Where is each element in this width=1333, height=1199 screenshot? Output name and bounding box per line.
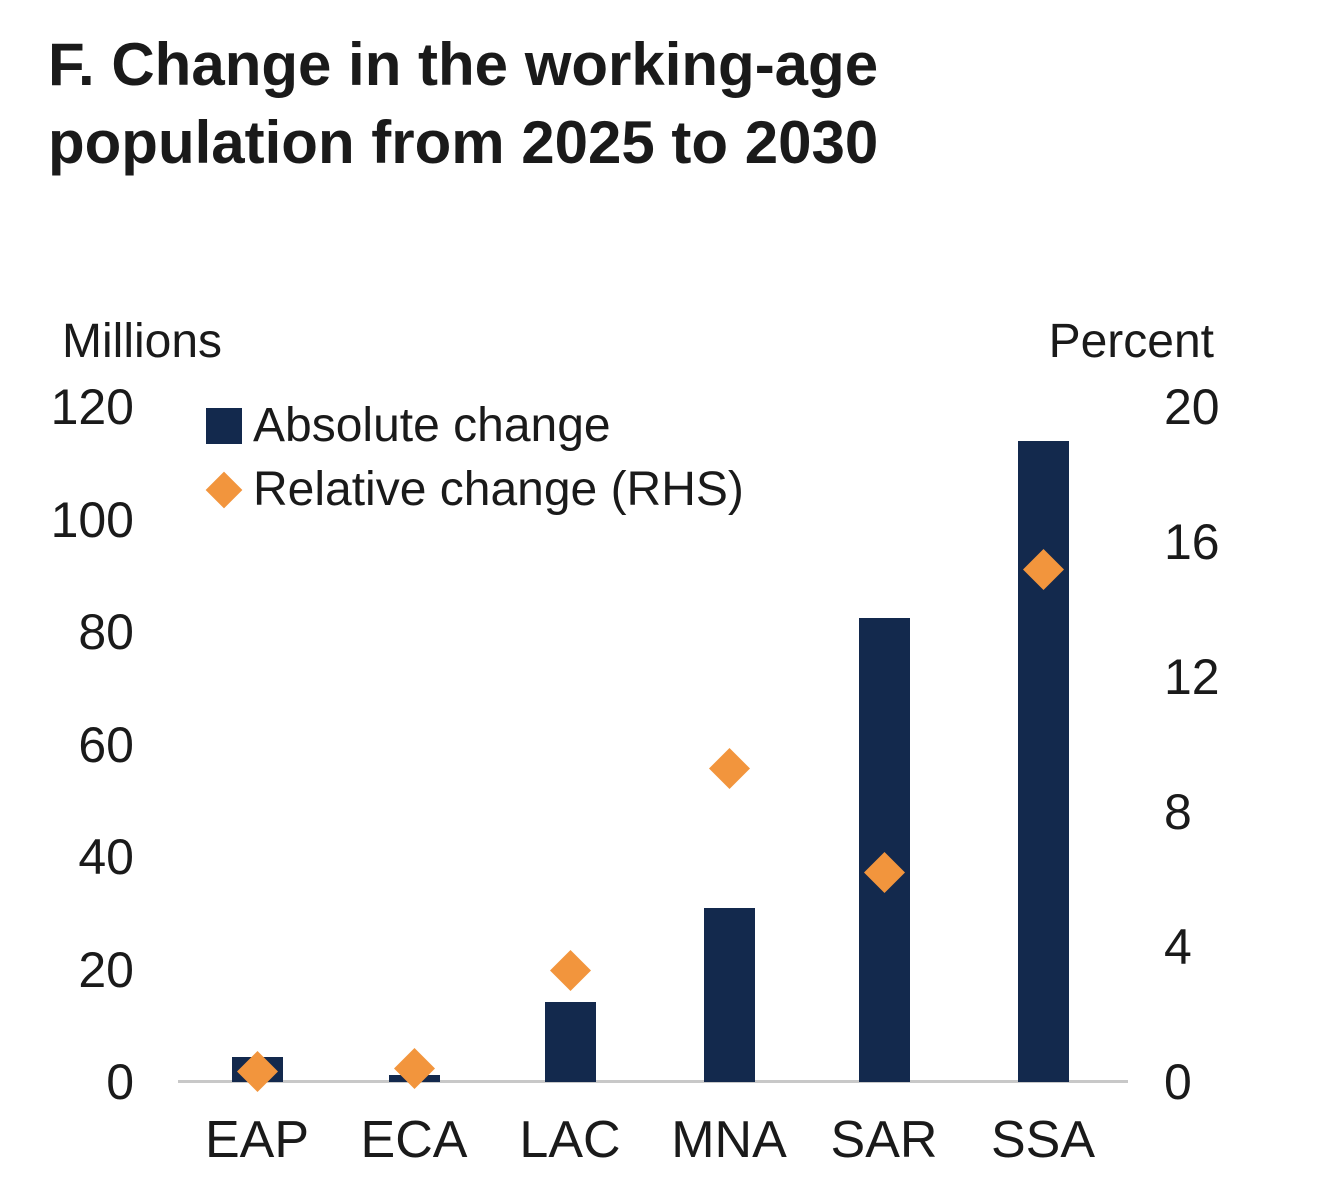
diamond-marker-MNA — [708, 747, 750, 789]
left-axis-unit-label: Millions — [62, 315, 223, 368]
right-axis-unit-label: Percent — [1048, 315, 1214, 368]
chart-title: F. Change in the working-age population … — [48, 31, 879, 176]
x-axis-label-ECA: ECA — [360, 1111, 468, 1169]
x-axis-label-SAR: SAR — [830, 1111, 938, 1169]
legend-label-relative-change: Relative change (RHS) — [253, 463, 744, 516]
left-axis-tick-label: 120 — [50, 379, 134, 435]
left-axis-tick-label: 20 — [78, 941, 134, 998]
navy-square-icon — [205, 407, 243, 445]
right-axis-tick-label: 20 — [1164, 379, 1220, 435]
left-axis-tick-label: 40 — [78, 829, 134, 885]
right-axis-tick-label: 8 — [1164, 784, 1192, 840]
x-axis-label-SSA: SSA — [990, 1111, 1096, 1169]
legend-item-absolute-change: Absolute change — [205, 394, 744, 458]
left-axis-tick-label: 60 — [78, 716, 134, 773]
right-axis-tick-label: 12 — [1164, 649, 1220, 705]
chart-legend: Absolute change Relative change (RHS) — [205, 394, 744, 522]
left-axis-tick-label: 100 — [50, 491, 134, 548]
diamond-marker-LAC — [549, 950, 591, 992]
right-axis-tick-label: 0 — [1164, 1054, 1192, 1110]
x-axis-baseline — [178, 1080, 1128, 1083]
x-axis-label-LAC: LAC — [519, 1111, 621, 1169]
orange-diamond-icon — [205, 471, 243, 509]
left-axis-tick-label: 80 — [78, 604, 134, 660]
legend-item-relative-change: Relative change (RHS) — [205, 458, 744, 522]
right-axis-tick-label: 4 — [1164, 919, 1192, 975]
bar-SSA — [1017, 440, 1069, 1082]
left-axis-tick-label: 0 — [106, 1054, 134, 1110]
bar-MNA — [703, 907, 755, 1082]
right-axis-tick-label: 16 — [1164, 514, 1220, 570]
x-axis-label-MNA: MNA — [671, 1111, 787, 1169]
bar-LAC — [544, 1001, 596, 1082]
x-axis-label-EAP: EAP — [204, 1111, 310, 1169]
bar-SAR — [858, 617, 910, 1082]
legend-label-absolute-change: Absolute change — [253, 399, 611, 452]
